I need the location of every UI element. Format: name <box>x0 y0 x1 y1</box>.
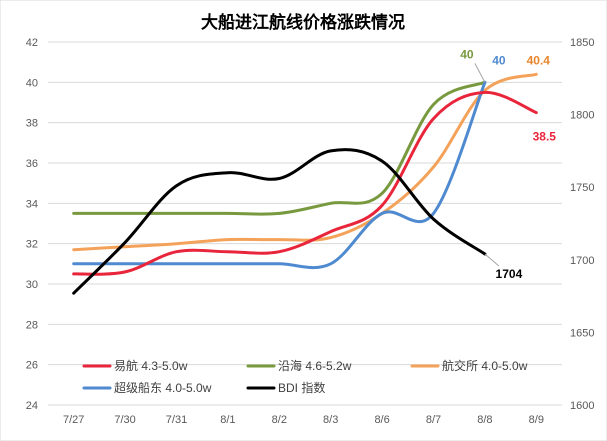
y-left-tick-28: 28 <box>26 319 38 331</box>
y-left-tick-26: 26 <box>26 360 38 372</box>
data-label-bdi: 1704 <box>496 267 523 281</box>
series-line-bdi <box>72 148 487 295</box>
chart-title: 大船进江航线价格涨跌情况 <box>201 12 405 33</box>
x-tick-8-7: 8/7 <box>426 414 441 426</box>
series-line-yanhai <box>72 80 487 216</box>
x-tick-7-30: 7/30 <box>114 414 135 426</box>
y-left-tick-38: 38 <box>26 118 38 130</box>
x-tick-8-1: 8/1 <box>220 414 235 426</box>
axes: 24 26 28 30 32 34 36 38 40 42 1600 1650 1700 1750 1800… <box>26 37 595 426</box>
x-tick-7-31: 7/31 <box>166 414 187 426</box>
legend-label-yihang: 易航 4.3-5.0w <box>114 358 188 373</box>
y-left-tick-30: 30 <box>26 279 38 291</box>
y-left-tick-32: 32 <box>26 239 38 251</box>
y-right-tick-1650: 1650 <box>570 327 594 339</box>
y-right-tick-1850: 1850 <box>570 37 594 49</box>
legend: 易航 4.3-5.0w 沿海 4.6-5.2w 航交所 4.0-5.0w 超级船东 4… <box>82 358 528 395</box>
data-labels: 40 40 40.4 38.5 1704 <box>460 47 556 281</box>
x-tick-8-6: 8/6 <box>374 414 389 426</box>
data-label-chaojichuandong: 40 <box>492 53 506 67</box>
data-label-yanhai: 40 <box>460 47 474 61</box>
leader-line-yanhai <box>474 63 486 83</box>
y-left-tick-36: 36 <box>26 158 38 170</box>
y-right-tick-1750: 1750 <box>570 182 594 194</box>
legend-label-hangjiaosuo: 航交所 4.0-5.0w <box>442 358 528 373</box>
data-label-yihang: 38.5 <box>533 130 557 144</box>
legend-label-bdi: BDI 指数 <box>278 380 325 395</box>
y-right-tick-1800: 1800 <box>570 110 594 122</box>
x-tick-8-3: 8/3 <box>323 414 338 426</box>
y-left-tick-34: 34 <box>26 198 38 210</box>
y-left-tick-40: 40 <box>26 77 38 89</box>
y-left-tick-24: 24 <box>26 400 38 412</box>
x-tick-8-9: 8/9 <box>529 414 544 426</box>
y-right-tick-1600: 1600 <box>570 400 594 412</box>
y-right-tick-1700: 1700 <box>570 255 594 267</box>
y-left-tick-42: 42 <box>26 37 38 49</box>
series-group <box>72 72 538 295</box>
legend-label-chaojichuandong: 超级船东 4.0-5.0w <box>114 380 212 395</box>
legend-label-yanhai: 沿海 4.6-5.2w <box>278 358 352 373</box>
data-label-hangjiaosuo: 40.4 <box>527 53 551 67</box>
x-tick-7-27: 7/27 <box>63 414 84 426</box>
series-line-yihang <box>72 90 538 276</box>
x-tick-8-2: 8/2 <box>272 414 287 426</box>
x-tick-8-8: 8/8 <box>477 414 492 426</box>
leader-line-bdi <box>484 253 500 267</box>
